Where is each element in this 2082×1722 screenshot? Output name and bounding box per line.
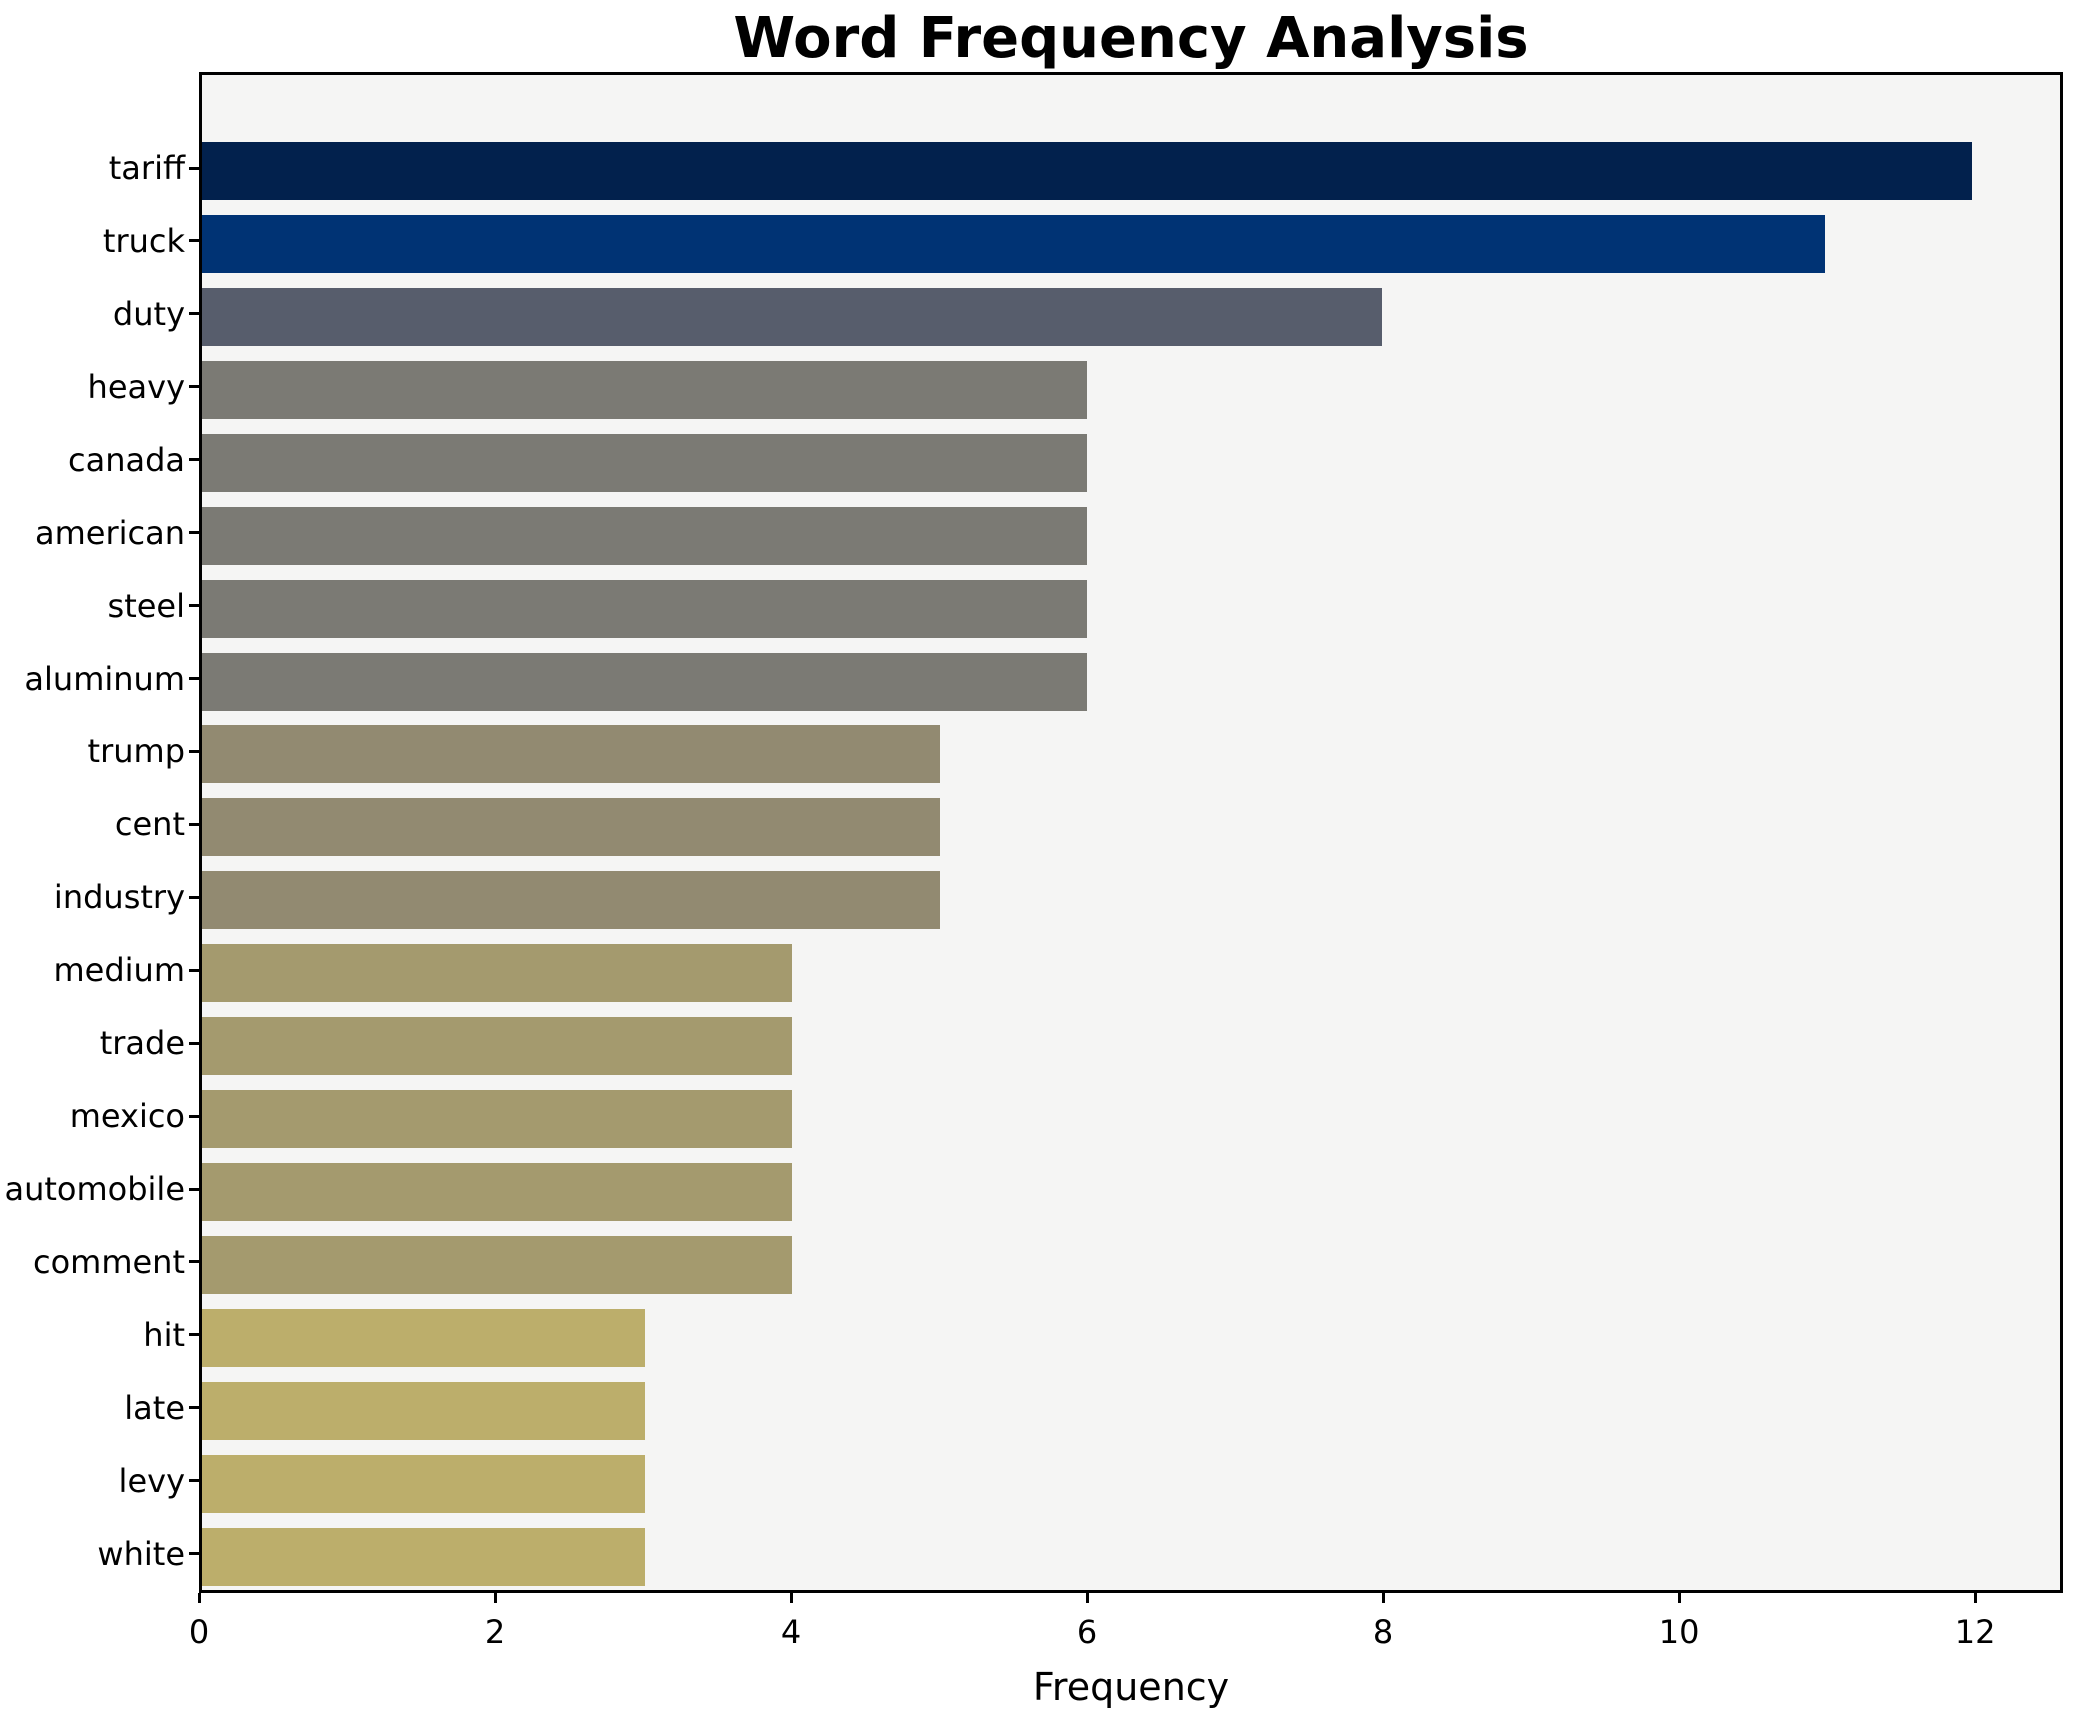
y-tick-mark [189, 458, 199, 462]
x-axis-label: Frequency [1032, 1665, 1230, 1709]
bar-late [202, 1381, 645, 1440]
x-tick-label: 4 [780, 1613, 802, 1651]
y-tick-mark [189, 1552, 199, 1556]
y-tick-mark [189, 531, 199, 535]
x-tick-mark [1085, 1593, 1089, 1603]
bar-levy [202, 1454, 645, 1513]
bar-duty [202, 287, 1383, 346]
y-tick-label: trade [99, 1024, 185, 1063]
y-tick-label: cent [114, 805, 185, 844]
y-tick-mark [189, 166, 199, 170]
y-tick-mark [189, 822, 199, 826]
chart-title: Word Frequency Analysis [733, 6, 1529, 71]
x-tick-mark [1381, 1593, 1385, 1603]
y-tick-label: trump [87, 732, 185, 771]
y-tick-label: medium [53, 951, 185, 990]
y-tick-label: white [97, 1534, 185, 1573]
x-tick-mark [493, 1593, 497, 1603]
x-tick-label: 6 [1076, 1613, 1098, 1651]
bar-tariff [202, 142, 1973, 200]
bar-canada [202, 433, 1088, 492]
y-tick-label: duty [112, 294, 185, 333]
bar-automobile [202, 1163, 793, 1222]
y-tick-mark [189, 239, 199, 243]
y-tick-label: american [35, 513, 185, 552]
bar-steel [202, 579, 1088, 638]
x-tick-mark [1973, 1593, 1977, 1603]
y-tick-mark [189, 968, 199, 972]
y-tick-label: tariff [108, 149, 185, 187]
bar-hit [202, 1308, 645, 1367]
y-tick-mark [189, 1333, 199, 1337]
y-tick-label: late [124, 1388, 185, 1427]
x-tick-mark [1677, 1593, 1681, 1603]
bar-trump [202, 725, 940, 784]
y-tick-label: aluminum [24, 659, 185, 698]
x-tick-label: 12 [1954, 1613, 1996, 1651]
y-tick-mark [189, 1187, 199, 1191]
bar-mexico [202, 1090, 793, 1149]
bar-aluminum [202, 652, 1088, 711]
bar-trade [202, 1017, 793, 1076]
x-tick-mark [197, 1593, 201, 1603]
y-tick-mark [189, 1479, 199, 1483]
y-tick-mark [189, 1114, 199, 1118]
bar-cent [202, 798, 940, 857]
y-tick-label: industry [53, 878, 185, 917]
y-tick-mark [189, 1260, 199, 1264]
y-tick-mark [189, 749, 199, 753]
y-tick-mark [189, 312, 199, 316]
y-tick-label: mexico [69, 1097, 185, 1136]
y-tick-label: levy [118, 1461, 185, 1500]
bar-industry [202, 871, 940, 930]
x-tick-label: 0 [188, 1613, 210, 1651]
y-tick-mark [189, 1406, 199, 1410]
plot-area [199, 72, 2063, 1593]
bar-white [202, 1527, 645, 1586]
bar-heavy [202, 360, 1088, 419]
y-tick-mark [189, 895, 199, 899]
bar-truck [202, 214, 1825, 273]
x-tick-label: 2 [484, 1613, 506, 1651]
y-tick-label: comment [32, 1242, 185, 1281]
y-tick-label: canada [67, 440, 185, 479]
x-tick-label: 10 [1658, 1613, 1700, 1651]
y-tick-label: hit [143, 1315, 185, 1354]
bar-medium [202, 944, 793, 1003]
y-tick-label: truck [102, 221, 185, 260]
y-tick-mark [189, 604, 199, 608]
y-tick-mark [189, 1041, 199, 1045]
y-tick-label: heavy [87, 367, 185, 406]
y-tick-mark [189, 677, 199, 680]
bar-comment [202, 1235, 793, 1294]
x-tick-label: 8 [1372, 1613, 1394, 1651]
y-tick-label: steel [107, 586, 185, 625]
bar-american [202, 506, 1088, 565]
x-tick-mark [789, 1593, 793, 1603]
y-tick-mark [189, 385, 199, 389]
y-tick-label: automobile [4, 1170, 185, 1209]
